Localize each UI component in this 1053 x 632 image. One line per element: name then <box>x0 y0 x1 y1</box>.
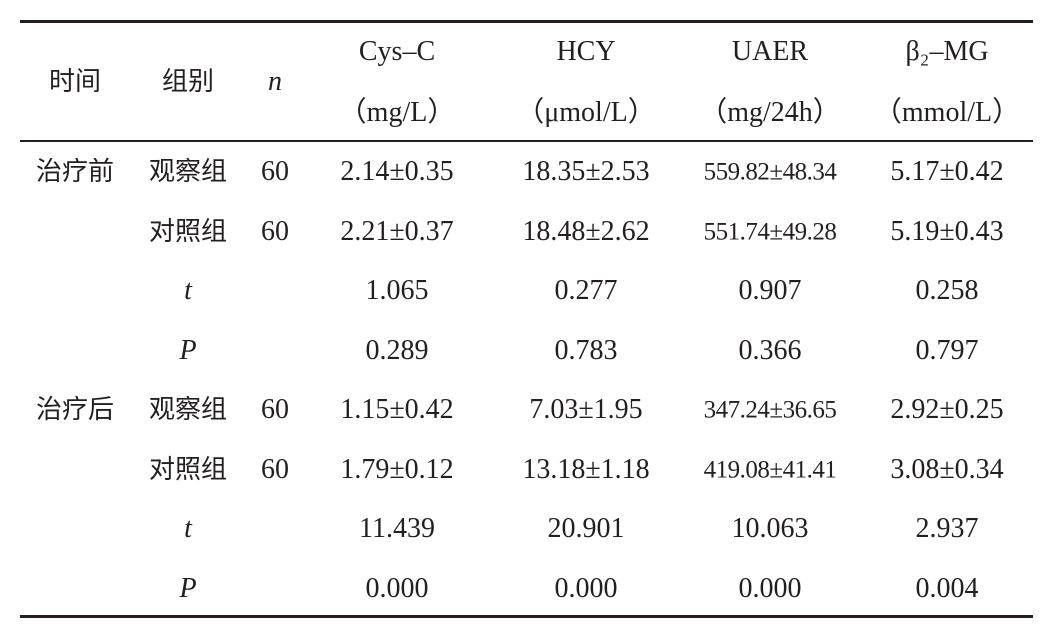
value-cell: 419.08±41.41 <box>703 456 837 483</box>
group-cell: P <box>179 334 197 366</box>
group-cell: P <box>179 572 197 604</box>
value-cell: 1.79±0.12 <box>340 453 454 485</box>
n-cell: 60 <box>261 394 289 425</box>
header-label: UAER <box>731 36 809 67</box>
top-rule <box>20 20 1033 23</box>
header-unit: （mmol/L） <box>873 97 1021 128</box>
header-label: HCY <box>556 36 616 67</box>
value-cell: 1.15±0.42 <box>340 394 454 425</box>
value-cell: 0.000 <box>365 572 429 604</box>
value-cell: 551.74±49.28 <box>703 218 837 245</box>
value-cell: 0.277 <box>554 275 618 306</box>
value-cell: 0.907 <box>738 275 802 306</box>
group-cell: 对照组 <box>148 216 228 247</box>
bottom-rule <box>20 615 1033 618</box>
value-cell: 18.35±2.53 <box>522 156 650 187</box>
header-label: β₂–MG <box>905 36 989 67</box>
value-cell: 2.937 <box>915 513 979 544</box>
header-rule <box>20 140 1033 142</box>
header-unit: （mg/L） <box>338 97 456 128</box>
value-cell: 20.901 <box>547 513 625 544</box>
value-cell: 559.82±48.34 <box>703 158 837 186</box>
value-cell: 2.21±0.37 <box>340 215 454 247</box>
value-cell: 0.004 <box>915 572 979 604</box>
group-cell: t <box>184 275 192 306</box>
time-cell: 治疗后 <box>35 395 115 425</box>
value-cell: 0.258 <box>915 275 979 306</box>
header-unit: （μmol/L） <box>516 97 656 128</box>
value-cell: 0.797 <box>915 334 979 366</box>
header-label: n <box>268 66 282 97</box>
value-cell: 7.03±1.95 <box>529 394 643 425</box>
value-cell: 347.24±36.65 <box>703 396 837 424</box>
value-cell: 5.19±0.43 <box>890 215 1004 247</box>
value-cell: 18.48±2.62 <box>522 215 650 247</box>
group-cell: t <box>184 513 192 544</box>
value-cell: 0.289 <box>365 334 429 366</box>
value-cell: 0.366 <box>738 334 802 366</box>
header-label: 组别 <box>161 67 215 97</box>
value-cell: 1.065 <box>365 275 429 306</box>
value-cell: 3.08±0.34 <box>890 453 1004 485</box>
value-cell: 10.063 <box>731 513 809 544</box>
value-cell: 2.14±0.35 <box>340 156 454 187</box>
n-cell: 60 <box>261 453 289 485</box>
time-cell: 治疗前 <box>35 157 115 187</box>
header-unit: （mg/24h） <box>699 97 841 128</box>
value-cell: 11.439 <box>359 513 435 544</box>
n-cell: 60 <box>261 215 289 247</box>
value-cell: 0.000 <box>554 572 618 604</box>
value-cell: 13.18±1.18 <box>522 453 650 485</box>
n-cell: 60 <box>261 156 289 187</box>
group-cell: 对照组 <box>148 454 228 485</box>
value-cell: 0.000 <box>738 572 802 604</box>
value-cell: 5.17±0.42 <box>890 156 1004 187</box>
header-label: Cys–C <box>358 36 436 67</box>
group-cell: 观察组 <box>148 395 228 425</box>
value-cell: 2.92±0.25 <box>890 394 1004 425</box>
header-label: 时间 <box>48 67 102 97</box>
group-cell: 观察组 <box>148 157 228 187</box>
value-cell: 0.783 <box>554 334 618 366</box>
